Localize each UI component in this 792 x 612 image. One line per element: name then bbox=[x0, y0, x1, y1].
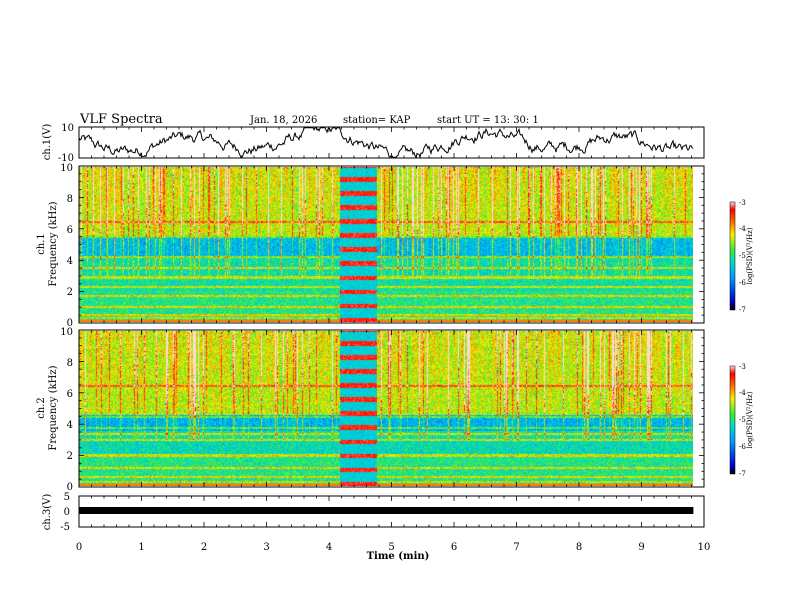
ch3-waveform-ylabel: ch.3(V) bbox=[42, 494, 53, 531]
ch1-waveform-ylabel: ch.1(V) bbox=[42, 124, 53, 161]
xtick-9: 9 bbox=[638, 542, 644, 553]
ch1-ytick-4: 4 bbox=[67, 256, 73, 267]
x-axis: 0 1 2 3 4 5 6 7 8 9 10 Time (min) bbox=[76, 542, 711, 562]
ch3-ytick-m5: -5 bbox=[60, 522, 70, 533]
ch2-ytick-0: 0 bbox=[67, 482, 73, 493]
ch2-frequency-label: Frequency (kHz) bbox=[48, 365, 59, 450]
ch2-ytick-6: 6 bbox=[67, 389, 73, 400]
ch2-ytick-10: 10 bbox=[60, 327, 73, 338]
start-time-label: start UT = 13: 30: 1 bbox=[437, 115, 539, 126]
date-label: Jan. 18, 2026 bbox=[249, 115, 317, 126]
ch1-spectrogram-panel: 10 8 6 4 2 0 ch.1 Frequency (kHz) -3 -4 … bbox=[36, 163, 754, 329]
xtick-5: 5 bbox=[388, 542, 394, 553]
xtick-10: 10 bbox=[698, 542, 711, 553]
ch1-cb-tick-m3: -3 bbox=[739, 199, 746, 207]
ch1-cb-tick-m5: -5 bbox=[739, 252, 746, 260]
ch3-ytick-5: 5 bbox=[64, 492, 70, 503]
ch1-ytick-0: 0 bbox=[67, 318, 73, 329]
ch1-cb-tick-m7: -7 bbox=[739, 306, 746, 314]
ch1-waveform-line bbox=[78, 126, 694, 160]
xtick-2: 2 bbox=[201, 542, 207, 553]
figure-title: VLF Spectra bbox=[79, 112, 163, 127]
xtick-3: 3 bbox=[263, 542, 269, 553]
ch2-cb-tick-m3: -3 bbox=[739, 363, 746, 371]
xtick-8: 8 bbox=[576, 542, 582, 553]
ch2-spectrogram-ylabel: ch.2 bbox=[36, 397, 47, 419]
ch2-spectrogram-panel: 10 8 6 4 2 0 ch.2 Frequency (kHz) -3 -4 … bbox=[36, 327, 754, 493]
xtick-7: 7 bbox=[513, 542, 519, 553]
ch3-ytick-0: 0 bbox=[64, 507, 70, 518]
ch3-waveform-signal bbox=[79, 507, 694, 514]
ch2-cb-tick-m5: -5 bbox=[739, 416, 746, 424]
ch1-ytick-10: 10 bbox=[60, 163, 73, 174]
ch1-frequency-label: Frequency (kHz) bbox=[48, 201, 59, 286]
ch1-spectrogram-heatmap bbox=[79, 167, 693, 322]
ch2-colorbar-label: log(PSD)(V²/Hz) bbox=[746, 391, 754, 448]
ch1-spectrogram-ylabel: ch.1 bbox=[36, 233, 47, 255]
ch1-ytick-bottom: -10 bbox=[58, 153, 74, 164]
xtick-1: 1 bbox=[138, 542, 144, 553]
ch1-cb-tick-m4: -4 bbox=[739, 225, 746, 233]
xtick-0: 0 bbox=[76, 542, 82, 553]
axis-tick-marks bbox=[78, 127, 705, 527]
ch2-ytick-4: 4 bbox=[67, 420, 73, 431]
ch2-cb-tick-m4: -4 bbox=[739, 389, 746, 397]
ch1-colorbar bbox=[729, 201, 736, 311]
ch2-spectrogram-heatmap bbox=[79, 331, 693, 486]
x-axis-label: Time (min) bbox=[367, 551, 430, 562]
ch2-cb-tick-m7: -7 bbox=[739, 470, 746, 478]
ch1-ytick-6: 6 bbox=[67, 225, 73, 236]
ch2-cb-tick-m6: -6 bbox=[739, 443, 746, 451]
ch1-ytick-top: 10 bbox=[61, 123, 74, 134]
station-label: station= KAP bbox=[343, 115, 411, 126]
xtick-4: 4 bbox=[326, 542, 332, 553]
ch1-colorbar-label: log(PSD)(V²/Hz) bbox=[746, 227, 754, 284]
ch2-colorbar bbox=[729, 365, 736, 475]
ch2-ytick-2: 2 bbox=[67, 451, 73, 462]
ch1-ytick-2: 2 bbox=[67, 287, 73, 298]
ch2-ytick-8: 8 bbox=[67, 358, 73, 369]
xtick-6: 6 bbox=[451, 542, 457, 553]
ch1-cb-tick-m6: -6 bbox=[739, 279, 746, 287]
ch1-ytick-8: 8 bbox=[67, 194, 73, 205]
